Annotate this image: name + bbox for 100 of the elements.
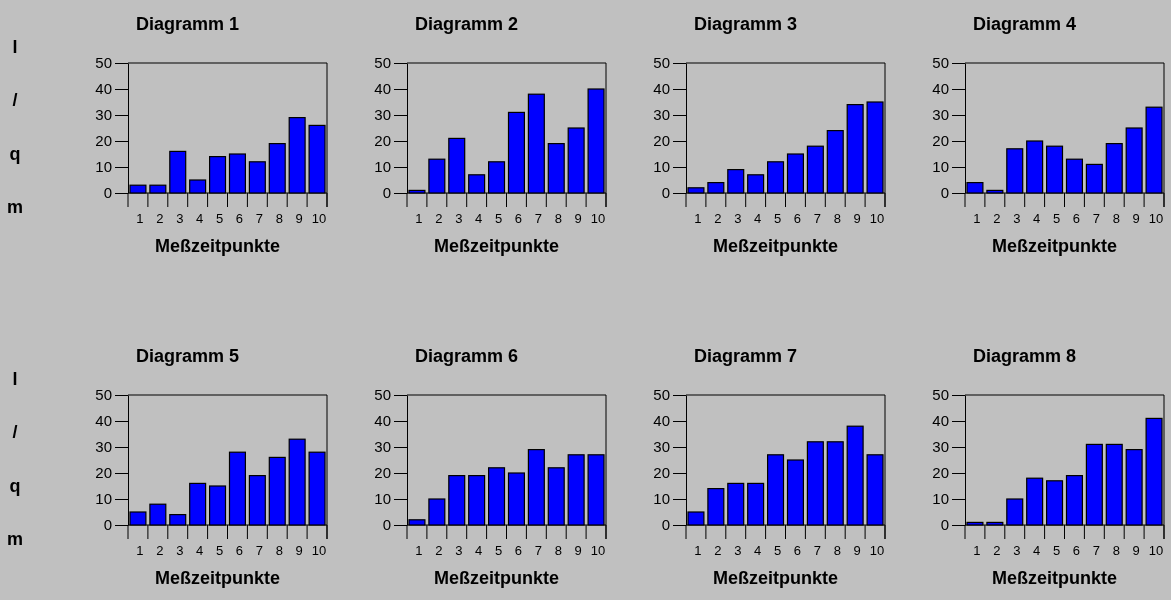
y-tick-label: 0: [940, 184, 949, 202]
x-tick-label: 6: [514, 543, 523, 558]
x-tick-label: 7: [534, 543, 542, 558]
x-tick-label: 9: [295, 543, 303, 558]
x-tick-label: 10: [869, 543, 885, 558]
y-tick-label: 30: [932, 438, 949, 456]
x-tick-label: 6: [1072, 211, 1081, 226]
x-tick-label: 3: [455, 543, 463, 558]
x-tick-label: 8: [275, 211, 283, 226]
x-tick-label: 9: [574, 211, 582, 226]
y-tick-label: 40: [95, 412, 112, 430]
x-tick-label: 9: [574, 543, 582, 558]
y-tick-label: 10: [374, 158, 391, 176]
x-tick-label: 5: [1052, 543, 1061, 558]
x-tick-label: 2: [435, 211, 443, 226]
x-tick-label: 10: [590, 543, 606, 558]
y-tick-label: 0: [940, 516, 949, 534]
x-axis-title: Meßzeitpunkte: [712, 236, 839, 256]
y-tick-label: 20: [932, 132, 949, 150]
text: l/qm: [6, 369, 24, 549]
x-tick-label: 4: [1033, 211, 1041, 226]
x-tick-label: 6: [235, 211, 244, 226]
x-tick-label: 1: [973, 543, 981, 558]
x-tick-label: 8: [1112, 211, 1120, 226]
y-tick-label: 50: [95, 54, 112, 72]
x-tick-label: 9: [1132, 543, 1140, 558]
x-axis-title: Meßzeitpunkte: [991, 236, 1118, 256]
y-tick-label: 40: [95, 80, 112, 98]
y-tick-label: 20: [653, 464, 670, 482]
x-axis-title: Meßzeitpunkte: [154, 236, 281, 256]
x-tick-label: 2: [435, 543, 443, 558]
x-tick-label: 4: [754, 543, 762, 558]
x-tick-label: 3: [1013, 211, 1021, 226]
x-tick-label: 8: [833, 543, 841, 558]
x-tick-label: 10: [1148, 543, 1164, 558]
chart-title: Diagramm 7: [693, 346, 798, 366]
x-tick-label: 8: [554, 211, 562, 226]
x-tick-label: 2: [714, 543, 722, 558]
y-tick-label: 30: [95, 106, 112, 124]
x-tick-label: 4: [475, 543, 483, 558]
x-tick-label: 1: [136, 211, 144, 226]
y-tick-label: 50: [95, 386, 112, 404]
y-tick-label: 0: [661, 516, 670, 534]
y-tick-label: 10: [653, 490, 670, 508]
x-tick-label: 1: [415, 543, 423, 558]
x-tick-label: 4: [196, 211, 204, 226]
x-tick-label: 10: [311, 211, 327, 226]
y-tick-label: 20: [95, 464, 112, 482]
y-tick-label: 20: [374, 132, 391, 150]
y-tick-label: 40: [932, 80, 949, 98]
x-tick-label: 4: [475, 211, 483, 226]
x-tick-label: 9: [295, 211, 303, 226]
y-tick-label: 0: [382, 184, 391, 202]
x-tick-label: 9: [1132, 211, 1140, 226]
x-axis-title: Meßzeitpunkte: [433, 568, 560, 588]
y-tick-label: 50: [653, 386, 670, 404]
y-tick-label: 20: [653, 132, 670, 150]
y-tick-label: 40: [374, 412, 391, 430]
x-tick-label: 5: [494, 543, 503, 558]
x-tick-label: 6: [793, 211, 802, 226]
x-tick-label: 2: [156, 543, 164, 558]
y-tick-label: 10: [374, 490, 391, 508]
x-tick-label: 4: [754, 211, 762, 226]
y-tick-label: 50: [653, 54, 670, 72]
x-tick-label: 1: [694, 211, 702, 226]
y-tick-label: 40: [932, 412, 949, 430]
y-tick-label: 20: [932, 464, 949, 482]
x-tick-label: 5: [773, 543, 782, 558]
x-tick-label: 2: [993, 211, 1001, 226]
x-tick-label: 8: [554, 543, 562, 558]
x-tick-label: 8: [1112, 543, 1120, 558]
y-tick-label: 0: [103, 184, 112, 202]
x-tick-label: 2: [993, 543, 1001, 558]
x-tick-label: 1: [136, 543, 144, 558]
y-tick-label: 40: [374, 80, 391, 98]
y-tick-label: 10: [653, 158, 670, 176]
y-tick-label: 10: [932, 158, 949, 176]
x-tick-label: 2: [714, 211, 722, 226]
y-tick-label: 20: [95, 132, 112, 150]
chart-title: Diagramm 6: [414, 346, 519, 366]
y-tick-label: 50: [374, 386, 391, 404]
x-tick-label: 1: [415, 211, 423, 226]
y-tick-label: 0: [661, 184, 670, 202]
x-tick-label: 8: [275, 543, 283, 558]
text: l/qm: [6, 37, 24, 217]
y-tick-label: 0: [103, 516, 112, 534]
x-tick-label: 5: [494, 211, 503, 226]
x-tick-label: 1: [694, 543, 702, 558]
x-tick-label: 7: [813, 543, 821, 558]
y-tick-label: 50: [932, 54, 949, 72]
x-axis-title: Meßzeitpunkte: [991, 568, 1118, 588]
x-tick-label: 6: [235, 543, 244, 558]
chart-title: Diagramm 8: [972, 346, 1077, 366]
x-tick-label: 5: [1052, 211, 1061, 226]
x-tick-label: 3: [176, 211, 184, 226]
chart-title: Diagramm 4: [972, 14, 1077, 34]
x-tick-label: 10: [311, 543, 327, 558]
x-axis-title: Meßzeitpunkte: [433, 236, 560, 256]
x-tick-label: 2: [156, 211, 164, 226]
y-tick-label: 30: [653, 438, 670, 456]
